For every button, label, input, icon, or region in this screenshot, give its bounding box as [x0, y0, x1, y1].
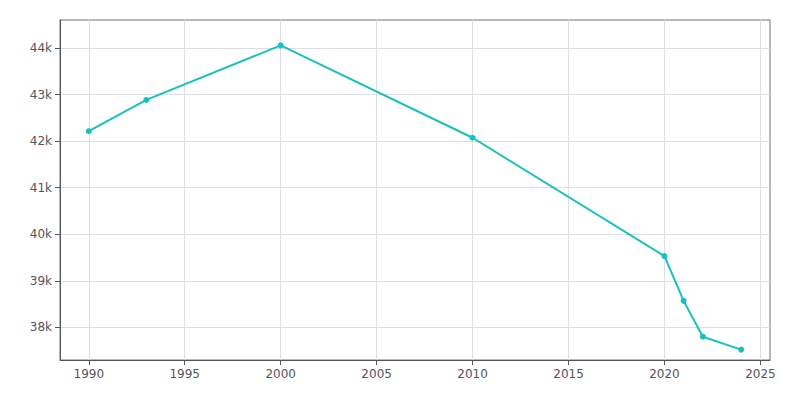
- svg-text:40k: 40k: [30, 227, 52, 241]
- svg-text:43k: 43k: [30, 88, 52, 102]
- svg-text:2005: 2005: [361, 367, 392, 381]
- svg-text:41k: 41k: [30, 181, 52, 195]
- svg-text:2015: 2015: [553, 367, 584, 381]
- svg-text:44k: 44k: [30, 41, 52, 55]
- svg-text:39k: 39k: [30, 274, 52, 288]
- svg-text:2010: 2010: [457, 367, 488, 381]
- svg-text:2000: 2000: [265, 367, 296, 381]
- svg-text:1995: 1995: [169, 367, 200, 381]
- svg-text:42k: 42k: [30, 134, 52, 148]
- svg-text:2025: 2025: [745, 367, 776, 381]
- svg-text:38k: 38k: [30, 320, 52, 334]
- svg-text:2020: 2020: [649, 367, 680, 381]
- svg-text:1990: 1990: [74, 367, 105, 381]
